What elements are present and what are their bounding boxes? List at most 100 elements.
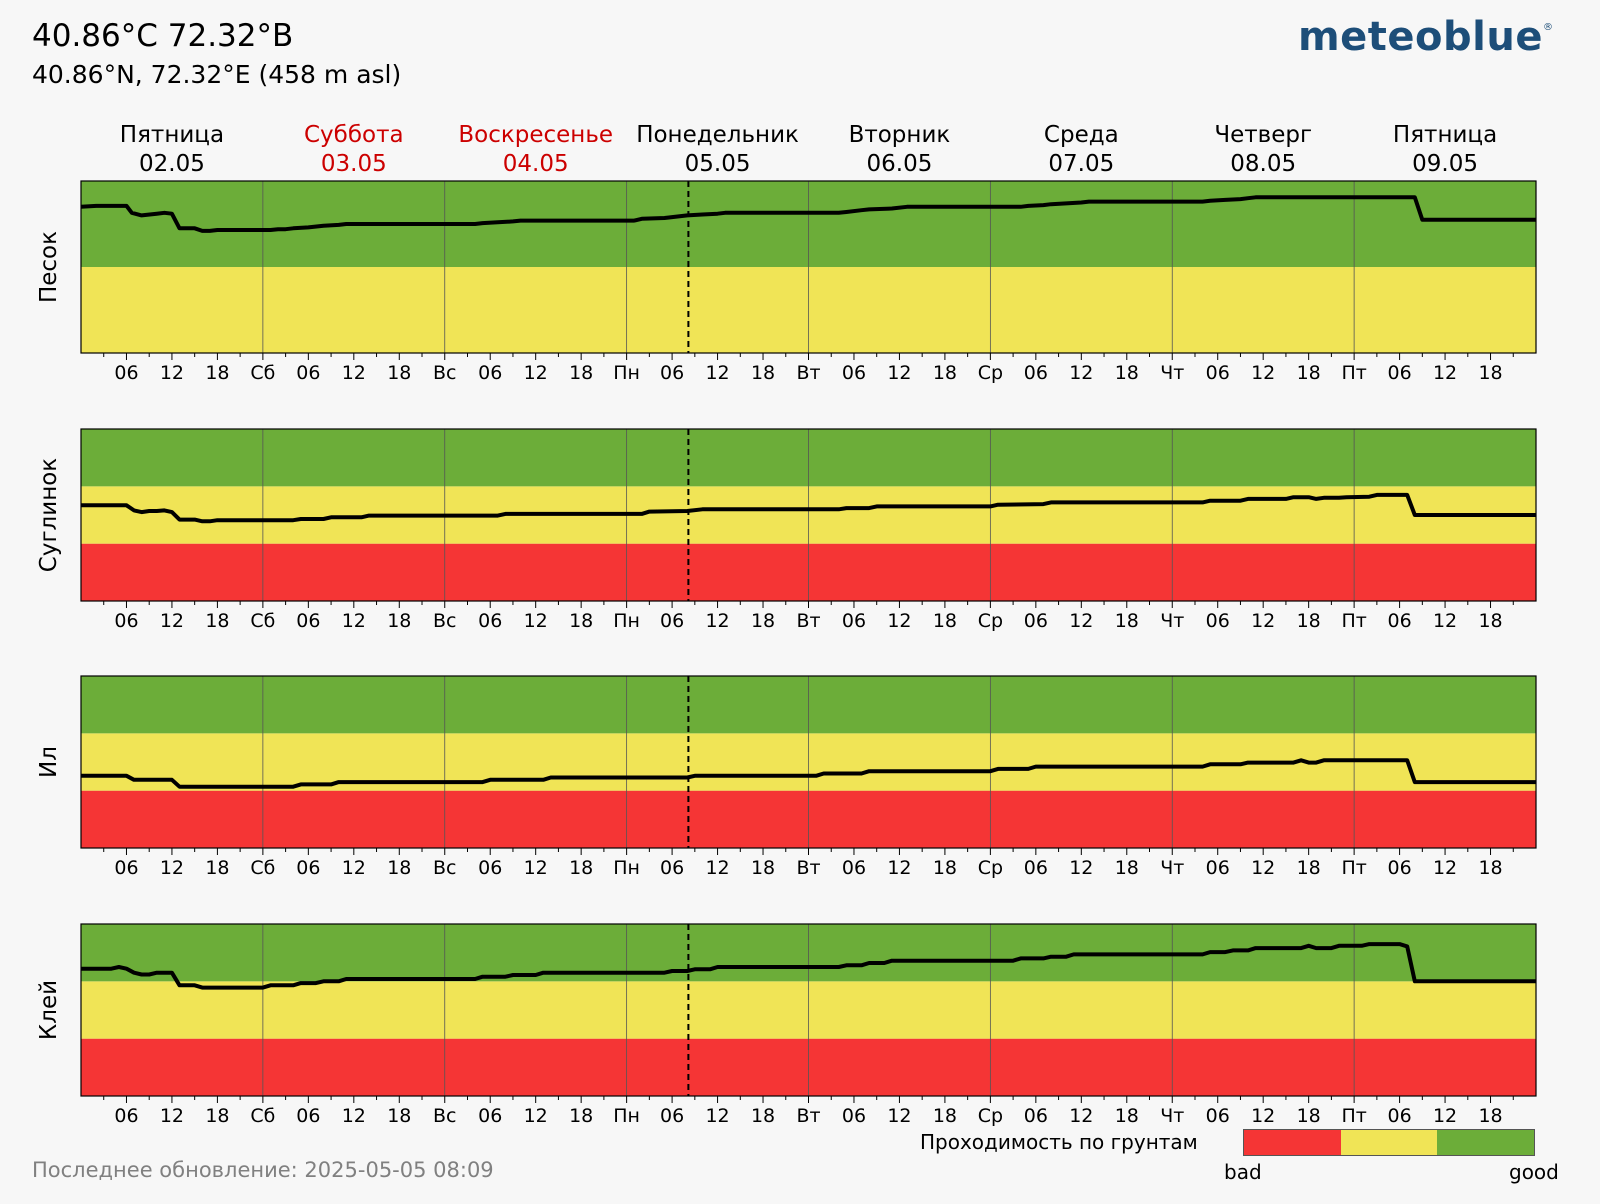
x-tick-label: Пн: [613, 362, 640, 384]
x-tick-label: 12: [705, 1105, 729, 1127]
trafficability-line: [81, 758, 1536, 789]
x-tick-label: 18: [933, 857, 957, 879]
x-tick-label: 18: [933, 1105, 957, 1127]
x-tick-label: Пт: [1341, 610, 1366, 632]
x-tick-label: 06: [660, 610, 684, 632]
x-tick-label: 18: [751, 362, 775, 384]
x-tick-label: Чт: [1160, 610, 1184, 632]
x-tick-label: 12: [705, 362, 729, 384]
x-tick-label: 06: [1388, 857, 1412, 879]
x-tick-label: 06: [296, 362, 320, 384]
x-tick-label: 12: [524, 1105, 548, 1127]
x-tick-label: 12: [160, 362, 184, 384]
x-tick-label: 06: [842, 857, 866, 879]
x-tick-label: 12: [342, 857, 366, 879]
x-tick-label: Сб: [250, 610, 275, 632]
x-tick-label: 18: [1478, 610, 1502, 632]
x-tick-label: 18: [1478, 1105, 1502, 1127]
legend-swatch-medium: [1340, 1130, 1438, 1155]
x-tick-label: 18: [751, 857, 775, 879]
x-tick-label: 18: [1297, 362, 1321, 384]
x-tick-label: 06: [1206, 362, 1230, 384]
x-tick-label: 06: [478, 857, 502, 879]
x-tick-label: 18: [1115, 857, 1139, 879]
x-tick-label: 12: [1069, 1105, 1093, 1127]
day-date-label: 09.05: [1412, 151, 1478, 177]
x-tick-label: Сб: [250, 1105, 275, 1127]
x-tick-label: 06: [296, 610, 320, 632]
x-tick-label: 12: [1433, 857, 1457, 879]
last-update-text: Последнее обновление: 2025-05-05 08:09: [32, 1158, 494, 1182]
x-tick-label: 12: [160, 1105, 184, 1127]
day-name-label: Вторник: [849, 122, 951, 148]
x-tick-label: 06: [660, 857, 684, 879]
x-tick-label: 18: [205, 857, 229, 879]
legend-swatch-good: [1437, 1130, 1535, 1155]
x-tick-label: Ср: [978, 1105, 1003, 1127]
x-tick-label: 06: [1024, 610, 1048, 632]
x-tick-label: Пт: [1341, 1105, 1366, 1127]
x-tick-label: 18: [569, 1105, 593, 1127]
location-subtitle: 40.86°N, 72.32°E (458 m asl): [32, 60, 402, 89]
x-tick-label: 18: [933, 610, 957, 632]
x-tick-label: Пт: [1341, 857, 1366, 879]
day-date-label: 03.05: [321, 151, 387, 177]
x-tick-label: 12: [524, 610, 548, 632]
legend-color-bar: [1243, 1129, 1535, 1156]
legend-bad-label: bad: [1224, 1160, 1262, 1184]
x-tick-label: 06: [478, 1105, 502, 1127]
legend-good-label: good: [1509, 1160, 1559, 1184]
x-tick-label: 06: [1206, 1105, 1230, 1127]
day-date-label: 06.05: [867, 151, 933, 177]
x-tick-label: Чт: [1160, 1105, 1184, 1127]
x-tick-label: 18: [205, 610, 229, 632]
x-tick-label: 12: [887, 857, 911, 879]
x-tick-label: 12: [887, 610, 911, 632]
x-tick-label: Пн: [613, 610, 640, 632]
day-name-label: Среда: [1044, 122, 1119, 148]
day-date-label: 05.05: [685, 151, 751, 177]
x-tick-label: 06: [1024, 362, 1048, 384]
x-tick-label: 18: [1297, 610, 1321, 632]
day-name-label: Пятница: [1393, 122, 1497, 148]
x-tick-label: 12: [1433, 362, 1457, 384]
meteoblue-logo[interactable]: meteoblue®: [1298, 14, 1554, 60]
x-tick-label: 06: [1206, 610, 1230, 632]
x-tick-label: 06: [1024, 857, 1048, 879]
x-tick-label: 18: [1478, 857, 1502, 879]
x-tick-label: 12: [705, 610, 729, 632]
x-tick-label: 18: [1297, 857, 1321, 879]
x-tick-label: 12: [705, 857, 729, 879]
x-tick-label: 06: [660, 362, 684, 384]
x-tick-label: 18: [569, 857, 593, 879]
x-tick-label: Вс: [433, 1105, 456, 1127]
x-tick-label: 12: [887, 1105, 911, 1127]
x-tick-label: 18: [1115, 362, 1139, 384]
x-tick-label: 06: [1388, 610, 1412, 632]
x-tick-label: 18: [1478, 362, 1502, 384]
x-tick-label: 06: [842, 362, 866, 384]
x-tick-label: Пт: [1341, 362, 1366, 384]
x-tick-label: 06: [114, 1105, 138, 1127]
x-tick-label: 18: [569, 610, 593, 632]
x-tick-label: Ср: [978, 362, 1003, 384]
x-tick-label: 12: [1251, 362, 1275, 384]
panel-label: Клей: [36, 980, 62, 1040]
x-tick-label: 12: [1251, 1105, 1275, 1127]
x-tick-label: 12: [524, 362, 548, 384]
trafficability-line: [81, 942, 1536, 990]
x-tick-label: 12: [524, 857, 548, 879]
x-tick-label: 06: [1024, 1105, 1048, 1127]
x-tick-label: Пн: [613, 1105, 640, 1127]
x-tick-label: 12: [1251, 610, 1275, 632]
trafficability-line: [81, 492, 1536, 524]
x-tick-label: 12: [1433, 1105, 1457, 1127]
x-tick-label: 06: [478, 610, 502, 632]
x-tick-label: Вт: [796, 857, 820, 879]
day-date-label: 04.05: [503, 151, 569, 177]
x-tick-label: 18: [387, 1105, 411, 1127]
day-name-label: Пятница: [120, 122, 224, 148]
x-tick-label: 18: [1115, 1105, 1139, 1127]
x-tick-label: 06: [114, 857, 138, 879]
